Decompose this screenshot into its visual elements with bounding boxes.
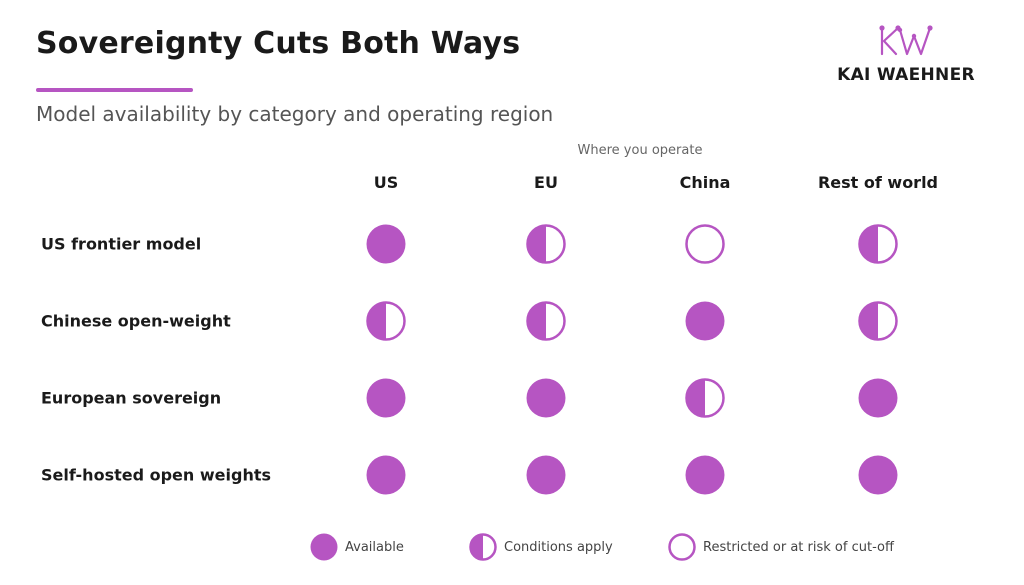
row-label: Chinese open-weight — [41, 311, 231, 331]
available-status-icon — [366, 455, 406, 495]
legend-label: Restricted or at risk of cut-off — [703, 540, 894, 555]
available-status-icon — [685, 455, 725, 495]
available-status-icon — [526, 378, 566, 418]
legend-label: Conditions apply — [504, 540, 613, 555]
legend-label: Available — [345, 540, 404, 555]
column-header: Rest of world — [817, 173, 939, 192]
column-header: US — [373, 173, 399, 192]
available-status-icon — [685, 301, 725, 341]
title-underline — [36, 88, 193, 92]
column-header: China — [679, 173, 731, 192]
conditions-status-icon — [526, 301, 566, 341]
conditions-status-icon — [858, 224, 898, 264]
conditions-status-icon — [685, 378, 725, 418]
available-status-icon — [366, 378, 406, 418]
page-subtitle: Model availability by category and opera… — [36, 102, 554, 126]
kw-monogram-icon — [879, 25, 933, 56]
row-label: European sovereign — [41, 388, 222, 408]
restricted-status-icon — [685, 224, 725, 264]
row-label: Self-hosted open weights — [41, 465, 271, 485]
row-label: US frontier model — [41, 234, 202, 254]
conditions-status-icon — [366, 301, 406, 341]
conditions-status-icon — [526, 224, 566, 264]
brand-name: KAI WAEHNER — [837, 65, 975, 85]
legend-conditions-icon — [469, 533, 497, 561]
column-caption: Where you operate — [577, 143, 703, 158]
legend-available-icon — [310, 533, 338, 561]
column-header: EU — [534, 173, 558, 192]
conditions-status-icon — [858, 301, 898, 341]
available-status-icon — [858, 378, 898, 418]
available-status-icon — [366, 224, 406, 264]
available-status-icon — [858, 455, 898, 495]
brand-logo: KAI WAEHNER — [826, 22, 986, 88]
page-title: Sovereignty Cuts Both Ways — [36, 26, 521, 61]
legend-restricted-icon — [668, 533, 696, 561]
available-status-icon — [526, 455, 566, 495]
